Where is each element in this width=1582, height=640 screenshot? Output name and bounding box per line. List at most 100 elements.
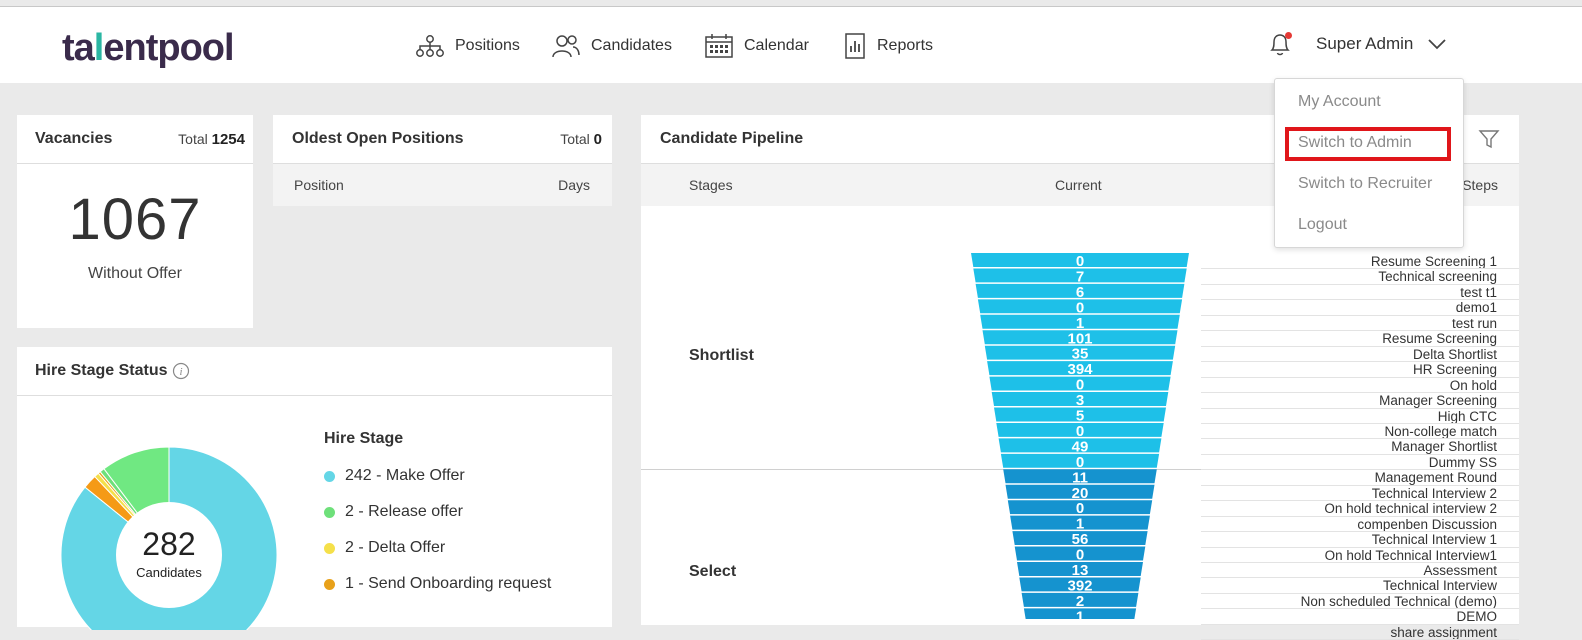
step-row-divider [1201,392,1519,394]
chevron-down-icon[interactable] [1427,38,1447,50]
funnel-value: 20 [1072,485,1089,502]
legend-title: Hire Stage [324,430,404,447]
funnel-segment[interactable] [1017,562,1143,576]
legend-item[interactable]: 2 - Delta Offer [324,539,445,557]
funnel-segment[interactable] [1021,592,1139,607]
highlight-annotation [1285,127,1451,161]
col-current[interactable]: Current [1055,177,1102,193]
funnel-segment[interactable] [1000,453,1160,468]
svg-text:i: i [180,366,183,378]
step-label: Technical Interview 1 [1371,532,1497,548]
org-chart-icon [416,35,444,57]
step-label: compenben Discussion [1357,516,1497,532]
nav-calendar-label: Calendar [744,37,809,54]
vacancies-title: Vacancies [35,130,113,147]
funnel-segment[interactable] [1003,469,1157,484]
step-row-divider [1201,283,1519,285]
funnel-value: 7 [1076,268,1084,285]
step-label: Resume Screening 1 [1370,254,1497,269]
funnel-value: 1 [1076,516,1084,533]
stage-select: Select [689,563,737,580]
funnel-value: 394 [1067,361,1093,378]
funnel-segment[interactable] [991,392,1169,406]
step-label: Technical screening [1378,269,1497,285]
nav-calendar[interactable]: Calendar [704,31,809,61]
oldest-positions-card: Oldest Open Positions Total 0 Position D… [273,115,612,206]
step-label: demo1 [1455,300,1497,316]
funnel-value: 49 [1072,438,1089,455]
oldest-total-value: 0 [593,130,602,148]
funnel-segment[interactable] [1010,515,1150,530]
funnel-segment[interactable] [998,438,1162,453]
legend-item[interactable]: 2 - Release offer [324,503,463,521]
funnel-segment[interactable] [996,422,1164,437]
funnel-segment[interactable] [989,376,1171,391]
notification-dot [1285,32,1292,39]
step-label: On hold technical interview 2 [1324,501,1497,517]
col-days[interactable]: Days [558,177,590,193]
funnel-value: 0 [1076,423,1084,440]
funnel-value: 5 [1076,408,1084,425]
menu-my-account[interactable]: My Account [1298,93,1381,110]
col-steps[interactable]: Steps [1462,177,1498,193]
funnel-value: 1 [1076,608,1084,619]
step-label: HR Screening [1412,362,1497,378]
logo-text-1: ta [62,27,95,69]
step-row-divider [1201,453,1519,455]
step-row-divider [1201,592,1519,594]
funnel-segment[interactable] [1012,531,1148,546]
funnel-value: 0 [1076,500,1084,517]
step-row-divider [1201,361,1519,363]
step-row-divider [1201,345,1519,347]
step-row-divider [1201,623,1519,625]
funnel-value: 56 [1072,531,1089,548]
donut-center-value: 282 [142,526,195,562]
col-position[interactable]: Position [294,177,344,193]
nav-positions[interactable]: Positions [415,31,520,61]
funnel-value: 11 [1072,469,1088,486]
menu-switch-to-admin[interactable]: Switch to Admin [1298,134,1412,151]
menu-logout[interactable]: Logout [1298,216,1347,233]
funnel-segment[interactable] [987,361,1173,376]
step-row-divider [1201,314,1519,316]
legend-item[interactable]: 242 - Make Offer [324,467,465,485]
funnel-segment[interactable] [971,253,1189,267]
funnel-segment[interactable] [1007,500,1153,515]
step-label: Management Round [1374,470,1497,486]
funnel-segment[interactable] [1023,608,1137,619]
funnel-value: 0 [1076,377,1084,394]
top-bar: talentpool Positions Candidates [0,7,1582,83]
funnel-segment[interactable] [1019,577,1141,592]
funnel-segment[interactable] [980,314,1180,329]
hire-stage-header: Hire Stage Status i [17,347,612,396]
legend-dot [324,578,335,590]
step-row-divider [1201,546,1519,548]
stage-shortlist: Shortlist [689,347,754,364]
filter-icon[interactable] [1478,128,1500,150]
hire-donut-chart: 282 Candidates [60,446,278,630]
funnel-segment[interactable] [982,330,1178,345]
talentpool-logo[interactable]: talentpool [62,27,235,70]
funnel-segment[interactable] [977,299,1183,314]
funnel-segment[interactable] [975,283,1185,298]
bell-icon [1270,34,1290,56]
hire-stage-title: Hire Stage Status [35,362,168,379]
funnel-segment[interactable] [1005,484,1155,499]
funnel-segment[interactable] [984,345,1176,360]
funnel-segment[interactable] [973,268,1187,283]
oldest-header: Oldest Open Positions Total 0 [273,115,612,164]
funnel-segment[interactable] [994,407,1166,422]
legend-item[interactable]: 1 - Send Onboarding request [324,575,551,593]
step-label: Non scheduled Technical (demo) [1300,593,1497,609]
funnel-segment[interactable] [1014,546,1146,561]
user-name[interactable]: Super Admin [1316,34,1414,53]
vacancies-header: Vacancies Total 1254 [17,115,253,164]
info-icon[interactable]: i [172,362,190,380]
nav-candidates[interactable]: Candidates [551,31,672,61]
menu-switch-to-recruiter[interactable]: Switch to Recruiter [1298,175,1433,192]
notifications-bell[interactable] [1268,30,1292,58]
nav-reports[interactable]: Reports [843,31,933,61]
col-stages[interactable]: Stages [689,177,733,193]
nav-candidates-label: Candidates [591,37,672,54]
step-row-divider [1201,500,1519,502]
